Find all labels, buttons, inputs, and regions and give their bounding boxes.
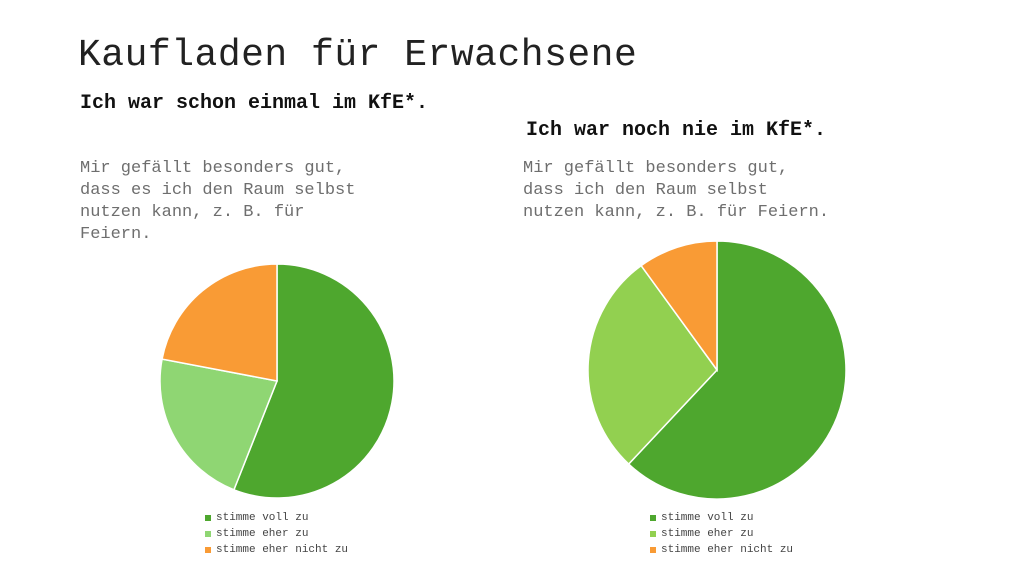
right-legend-label: stimme eher zu xyxy=(661,528,754,540)
left-pie-chart xyxy=(159,263,395,499)
left-legend-item: stimme voll zu xyxy=(205,510,348,526)
left-legend-label: stimme voll zu xyxy=(216,512,309,524)
right-pie-slice-1 xyxy=(587,264,718,466)
left-pie-slice-2 xyxy=(161,263,278,382)
right-legend-item: stimme eher nicht zu xyxy=(650,542,793,558)
right-legend-swatch xyxy=(650,531,656,537)
left-legend-swatch xyxy=(205,531,211,537)
left-legend-swatch xyxy=(205,547,211,553)
right-legend-label: stimme voll zu xyxy=(661,512,754,524)
left-group-heading: Ich war schon einmal im KfE*. xyxy=(80,92,429,115)
left-statement: Mir gefällt besonders gut, dass es ich d… xyxy=(80,159,356,244)
left-legend-item: stimme eher nicht zu xyxy=(205,542,348,558)
right-legend-swatch xyxy=(650,547,656,553)
right-pie-slice-0 xyxy=(627,240,847,500)
left-legend-label: stimme eher nicht zu xyxy=(216,544,349,556)
right-chart-legend: stimme voll zu stimme eher zu stimme eher … xyxy=(650,510,793,558)
right-group-heading: Ich war noch nie im KfE*. xyxy=(526,119,827,142)
right-legend-item: stimme voll zu xyxy=(650,510,793,526)
right-statement: Mir gefällt besonders gut, dass ich den … xyxy=(523,159,830,222)
left-legend-swatch xyxy=(205,515,211,521)
right-legend-label: stimme eher nicht zu xyxy=(661,544,794,556)
right-legend-swatch xyxy=(650,515,656,521)
left-chart-legend: stimme voll zu stimme eher zu stimme eher … xyxy=(205,510,348,558)
left-pie-slice-0 xyxy=(232,263,395,499)
left-legend-item: stimme eher zu xyxy=(205,526,348,542)
left-legend-label: stimme eher zu xyxy=(216,528,309,540)
right-legend-item: stimme eher zu xyxy=(650,526,793,542)
right-pie-chart xyxy=(587,240,847,500)
left-pie-slice-1 xyxy=(159,358,279,491)
page-title: Kaufladen für Erwachsene xyxy=(78,34,638,77)
right-pie-slice-2 xyxy=(640,240,718,373)
